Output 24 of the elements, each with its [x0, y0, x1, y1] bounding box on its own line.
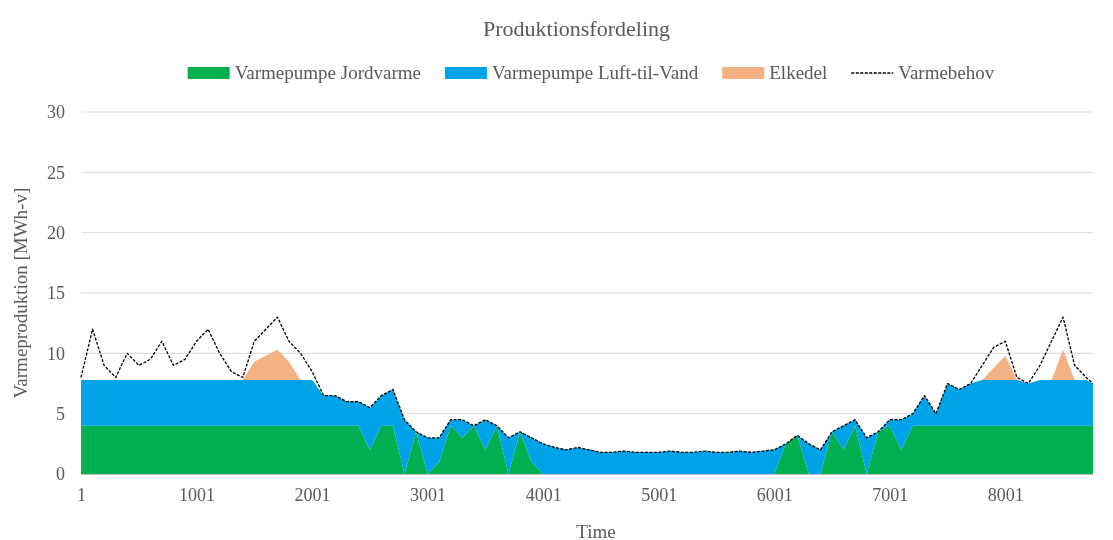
legend-label: Varmepumpe Luft-til-Vand: [491, 62, 699, 83]
y-tick-label: 10: [47, 343, 65, 364]
y-tick-label: 5: [56, 403, 65, 424]
x-tick-label: 7001: [872, 484, 909, 505]
legend-label: Varmebehov: [898, 62, 995, 83]
x-tick-label: 6001: [756, 484, 793, 505]
x-tick-label: 8001: [987, 484, 1024, 505]
chart-title: Produktionsfordeling: [483, 16, 670, 41]
y-tick-label: 0: [56, 464, 65, 485]
y-tick-label: 25: [47, 162, 65, 183]
x-tick-label: 1001: [179, 484, 216, 505]
y-tick-label: 20: [47, 222, 65, 243]
x-tick-label: 4001: [525, 484, 562, 505]
line-series: [80, 316, 1094, 453]
legend-label: Elkedel: [769, 62, 828, 83]
y-tick-label: 15: [47, 283, 65, 304]
legend-label: Varmepumpe Jordvarme: [234, 62, 421, 83]
x-tick-label: 2001: [294, 484, 331, 505]
x-tick-label: 1: [77, 484, 86, 505]
y-tick-label: 30: [47, 102, 65, 123]
x-tick-label: 3001: [410, 484, 447, 505]
x-tick-label: 5001: [641, 484, 678, 505]
x-axis-title: Time: [576, 521, 616, 540]
y-axis-title: Varmeproduktion [MWh-v]: [10, 187, 31, 399]
